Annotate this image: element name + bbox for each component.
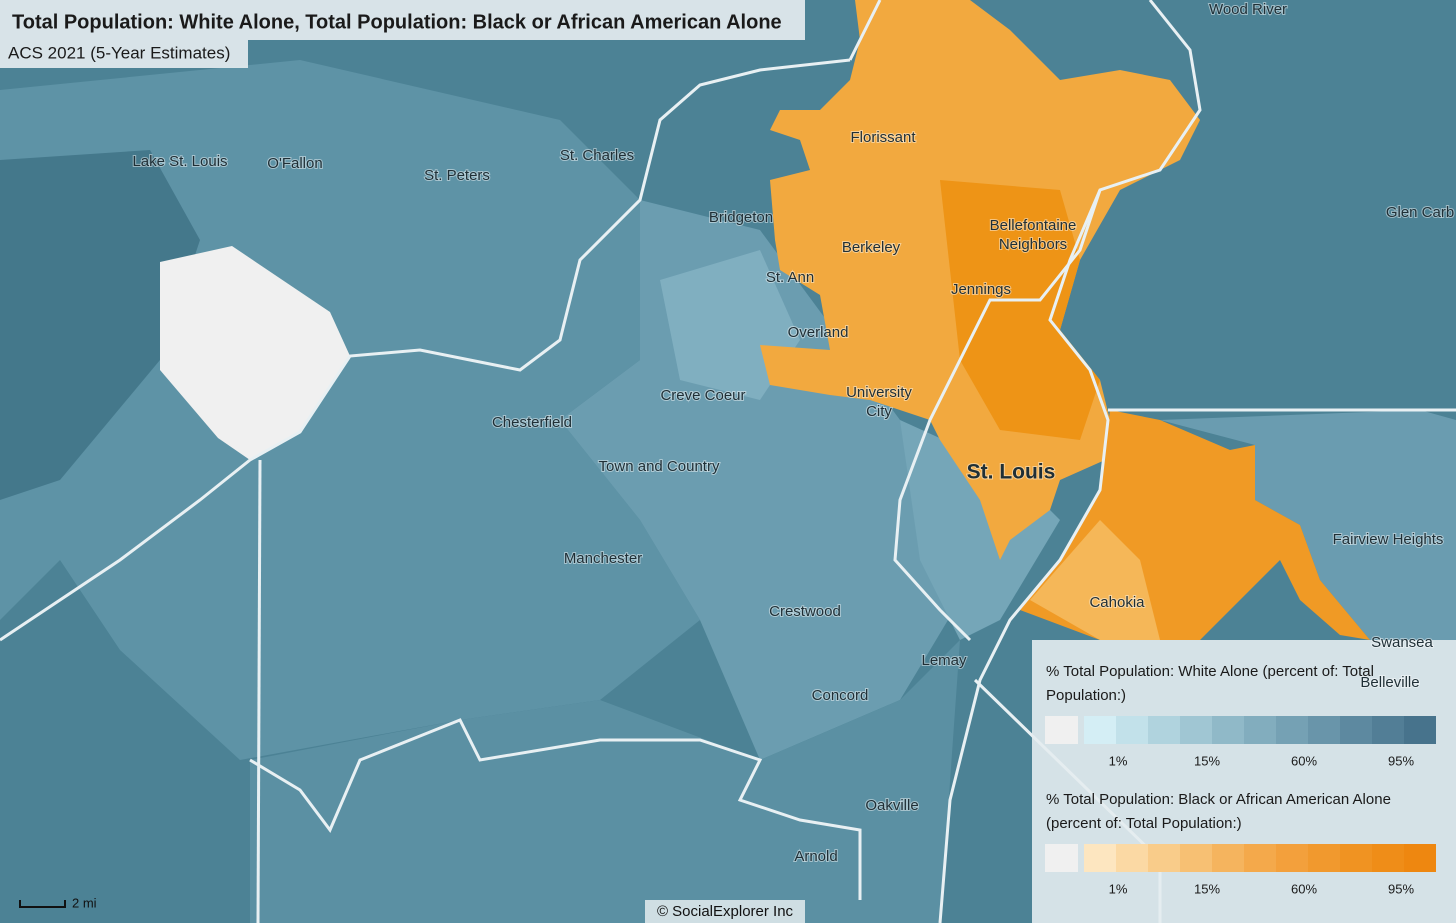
place-label: University [846,384,912,401]
legend-swatch [1308,716,1340,744]
region [250,640,960,923]
legend-swatch [1276,844,1308,872]
subtitle-box [0,40,248,68]
legend-swatch [1372,716,1404,744]
place-label: Jennings [951,281,1011,298]
place-label: Manchester [564,550,642,567]
river [938,0,1202,923]
legend-title: (percent of: Total Population:) [1046,815,1242,832]
legend-swatch [1244,716,1276,744]
place-label: St. Louis [967,461,1056,484]
legend-label: 1% [1109,753,1128,768]
legend-label: 1% [1109,881,1128,896]
place-label: Oakville [865,797,918,814]
map-subtitle: ACS 2021 (5-Year Estimates) [8,43,230,62]
place-label: Florissant [850,129,916,146]
majority-black-area [1030,520,1160,640]
place-label: O'Fallon [267,155,322,172]
place-label: Bellefontaine [990,217,1077,234]
place-label: Swansea [1371,634,1433,651]
region [900,420,1060,640]
place-label: Cahokia [1089,594,1145,611]
place-label: Lake St. Louis [132,153,227,170]
legend-swatch [1340,844,1372,872]
legend-swatch [1180,716,1212,744]
legend-label: 15% [1194,753,1220,768]
map-title: Total Population: White Alone, Total Pop… [12,11,782,33]
scale-label: 2 mi [72,895,97,910]
place-label: Town and Country [599,458,720,475]
scale-bar [19,900,66,908]
no-data-area [160,246,350,460]
place-label: Glen Carb [1386,204,1454,221]
legend-swatch [1084,844,1116,872]
legend-swatch [1276,716,1308,744]
place-label: Wood River [1209,1,1287,18]
legend-swatch [1116,716,1148,744]
region [0,150,200,500]
majority-black-core [940,180,1100,440]
place-label: Chesterfield [492,414,572,431]
credit-box [645,900,805,923]
region [560,200,960,760]
place-label: Belleville [1360,674,1419,691]
legend-title: Population:) [1046,687,1126,704]
river [893,189,1102,642]
legend-swatch [1404,716,1436,744]
legend-swatch [1084,716,1116,744]
legend-swatch [1372,844,1404,872]
legend-title: % Total Population: Black or African Ame… [1046,791,1391,808]
place-label: Berkeley [842,239,901,256]
region [1160,410,1456,640]
legend-label: 60% [1291,881,1317,896]
place-label: St. Ann [766,269,814,286]
place-label: Lemay [921,652,967,669]
legend-box [1032,640,1456,923]
place-label: Fairview Heights [1333,531,1444,548]
boundary [256,459,262,923]
credit: © SocialExplorer Inc [657,903,794,920]
legend-swatch [1148,716,1180,744]
legend-label: 15% [1194,881,1220,896]
place-label: Concord [812,687,869,704]
place-label: Crestwood [769,603,841,620]
title-box [0,0,805,40]
legend-label: 60% [1291,753,1317,768]
place-label: Creve Coeur [660,387,745,404]
boundary [249,718,862,900]
legend-label: 95% [1388,881,1414,896]
legend-swatch [1212,716,1244,744]
legend-swatch [1045,716,1078,744]
place-label: Arnold [794,848,837,865]
river [0,58,851,642]
place-label: City [866,403,892,420]
legend-label: 95% [1388,753,1414,768]
legend-swatch [1340,716,1372,744]
legend-swatch [1148,844,1180,872]
place-label: Neighbors [999,236,1067,253]
legend-swatch [1308,844,1340,872]
legend-swatch [1212,844,1244,872]
legend-swatch [1116,844,1148,872]
place-label: Bridgeton [709,209,773,226]
place-label: St. Peters [424,167,490,184]
legend-swatch [1404,844,1436,872]
legend-swatch [1244,844,1276,872]
legend-swatch [1180,844,1212,872]
river [848,0,882,61]
legend-title: % Total Population: White Alone (percent… [1046,663,1374,680]
place-label: Overland [788,324,849,341]
legend-swatch [1045,844,1078,872]
place-label: St. Charles [560,147,634,164]
